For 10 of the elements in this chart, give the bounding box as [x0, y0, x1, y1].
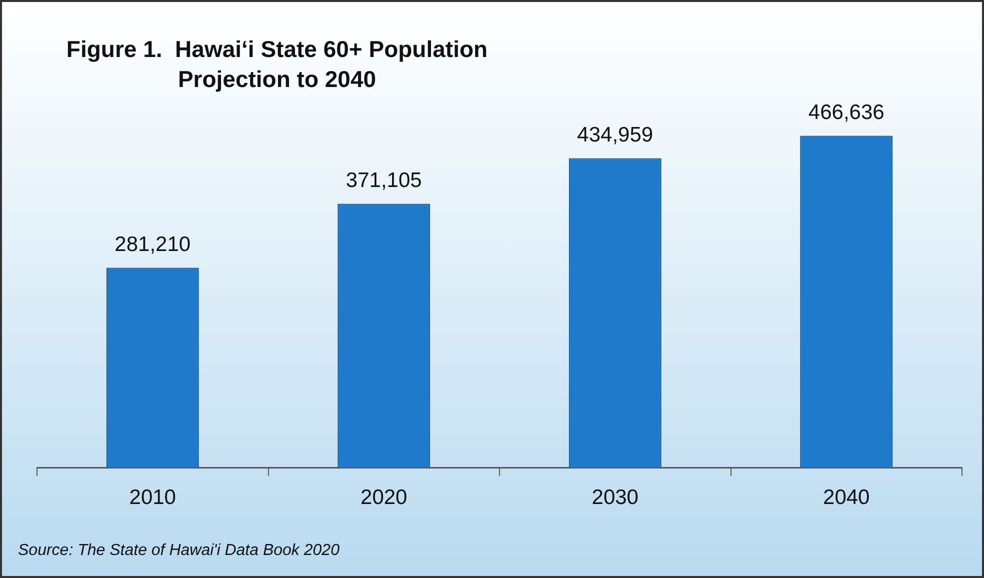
x-tick-label: 2010 [129, 486, 176, 510]
x-tick-label: 2020 [360, 486, 408, 510]
data-label: 281,210 [114, 232, 191, 256]
x-tick-label: 2040 [823, 486, 870, 510]
data-label: 434,959 [577, 124, 654, 147]
data-label: 371,105 [346, 169, 422, 192]
x-tick-label: 2030 [592, 486, 638, 510]
data-label: 466,636 [808, 101, 884, 124]
chart-title: Figure 1. Hawai‘i State 60+ Population Projection to 2040 [65, 35, 489, 94]
source-note: Source: The State of Hawai'i Data Book 2020 [18, 542, 340, 560]
